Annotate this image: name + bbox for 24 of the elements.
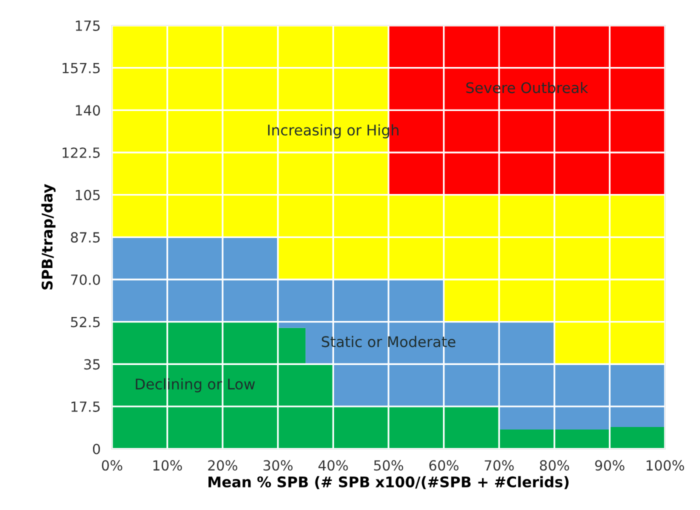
y-tick-label: 35: [84, 359, 100, 370]
x-tick-label: 80%: [540, 460, 570, 471]
y-tick-label: 87.5: [70, 232, 100, 243]
x-tick-label: 0%: [102, 460, 122, 471]
y-tick-label: 0: [92, 444, 100, 454]
x-tick-label: 50%: [374, 460, 404, 471]
x-tick-label: 30%: [264, 460, 293, 471]
y-tick-label: 52.5: [71, 316, 100, 328]
y-tick-label: 105: [76, 190, 100, 200]
y-axis-title: SPB/trap/day: [41, 184, 56, 290]
y-tick-label: 157.5: [62, 62, 100, 74]
x-tick-label: 40%: [318, 460, 348, 471]
x-axis-title: Mean % SPB (# SPB x100/(#SPB + #Clerids): [208, 476, 569, 490]
x-tick-label: 60%: [429, 460, 458, 471]
x-tick-label: 20%: [208, 460, 238, 471]
y-tick-label: 175: [76, 20, 100, 31]
x-tick-label: 100%: [646, 460, 684, 471]
y-tick-label: 17.5: [71, 402, 100, 412]
x-tick-label: 90%: [595, 460, 624, 471]
y-tick-label: 122.5: [62, 147, 100, 158]
y-tick-label: 140: [76, 105, 100, 116]
x-tick-label: 70%: [484, 460, 514, 471]
x-tick-label: 10%: [153, 460, 182, 471]
y-tick-label: 70.0: [71, 274, 100, 285]
